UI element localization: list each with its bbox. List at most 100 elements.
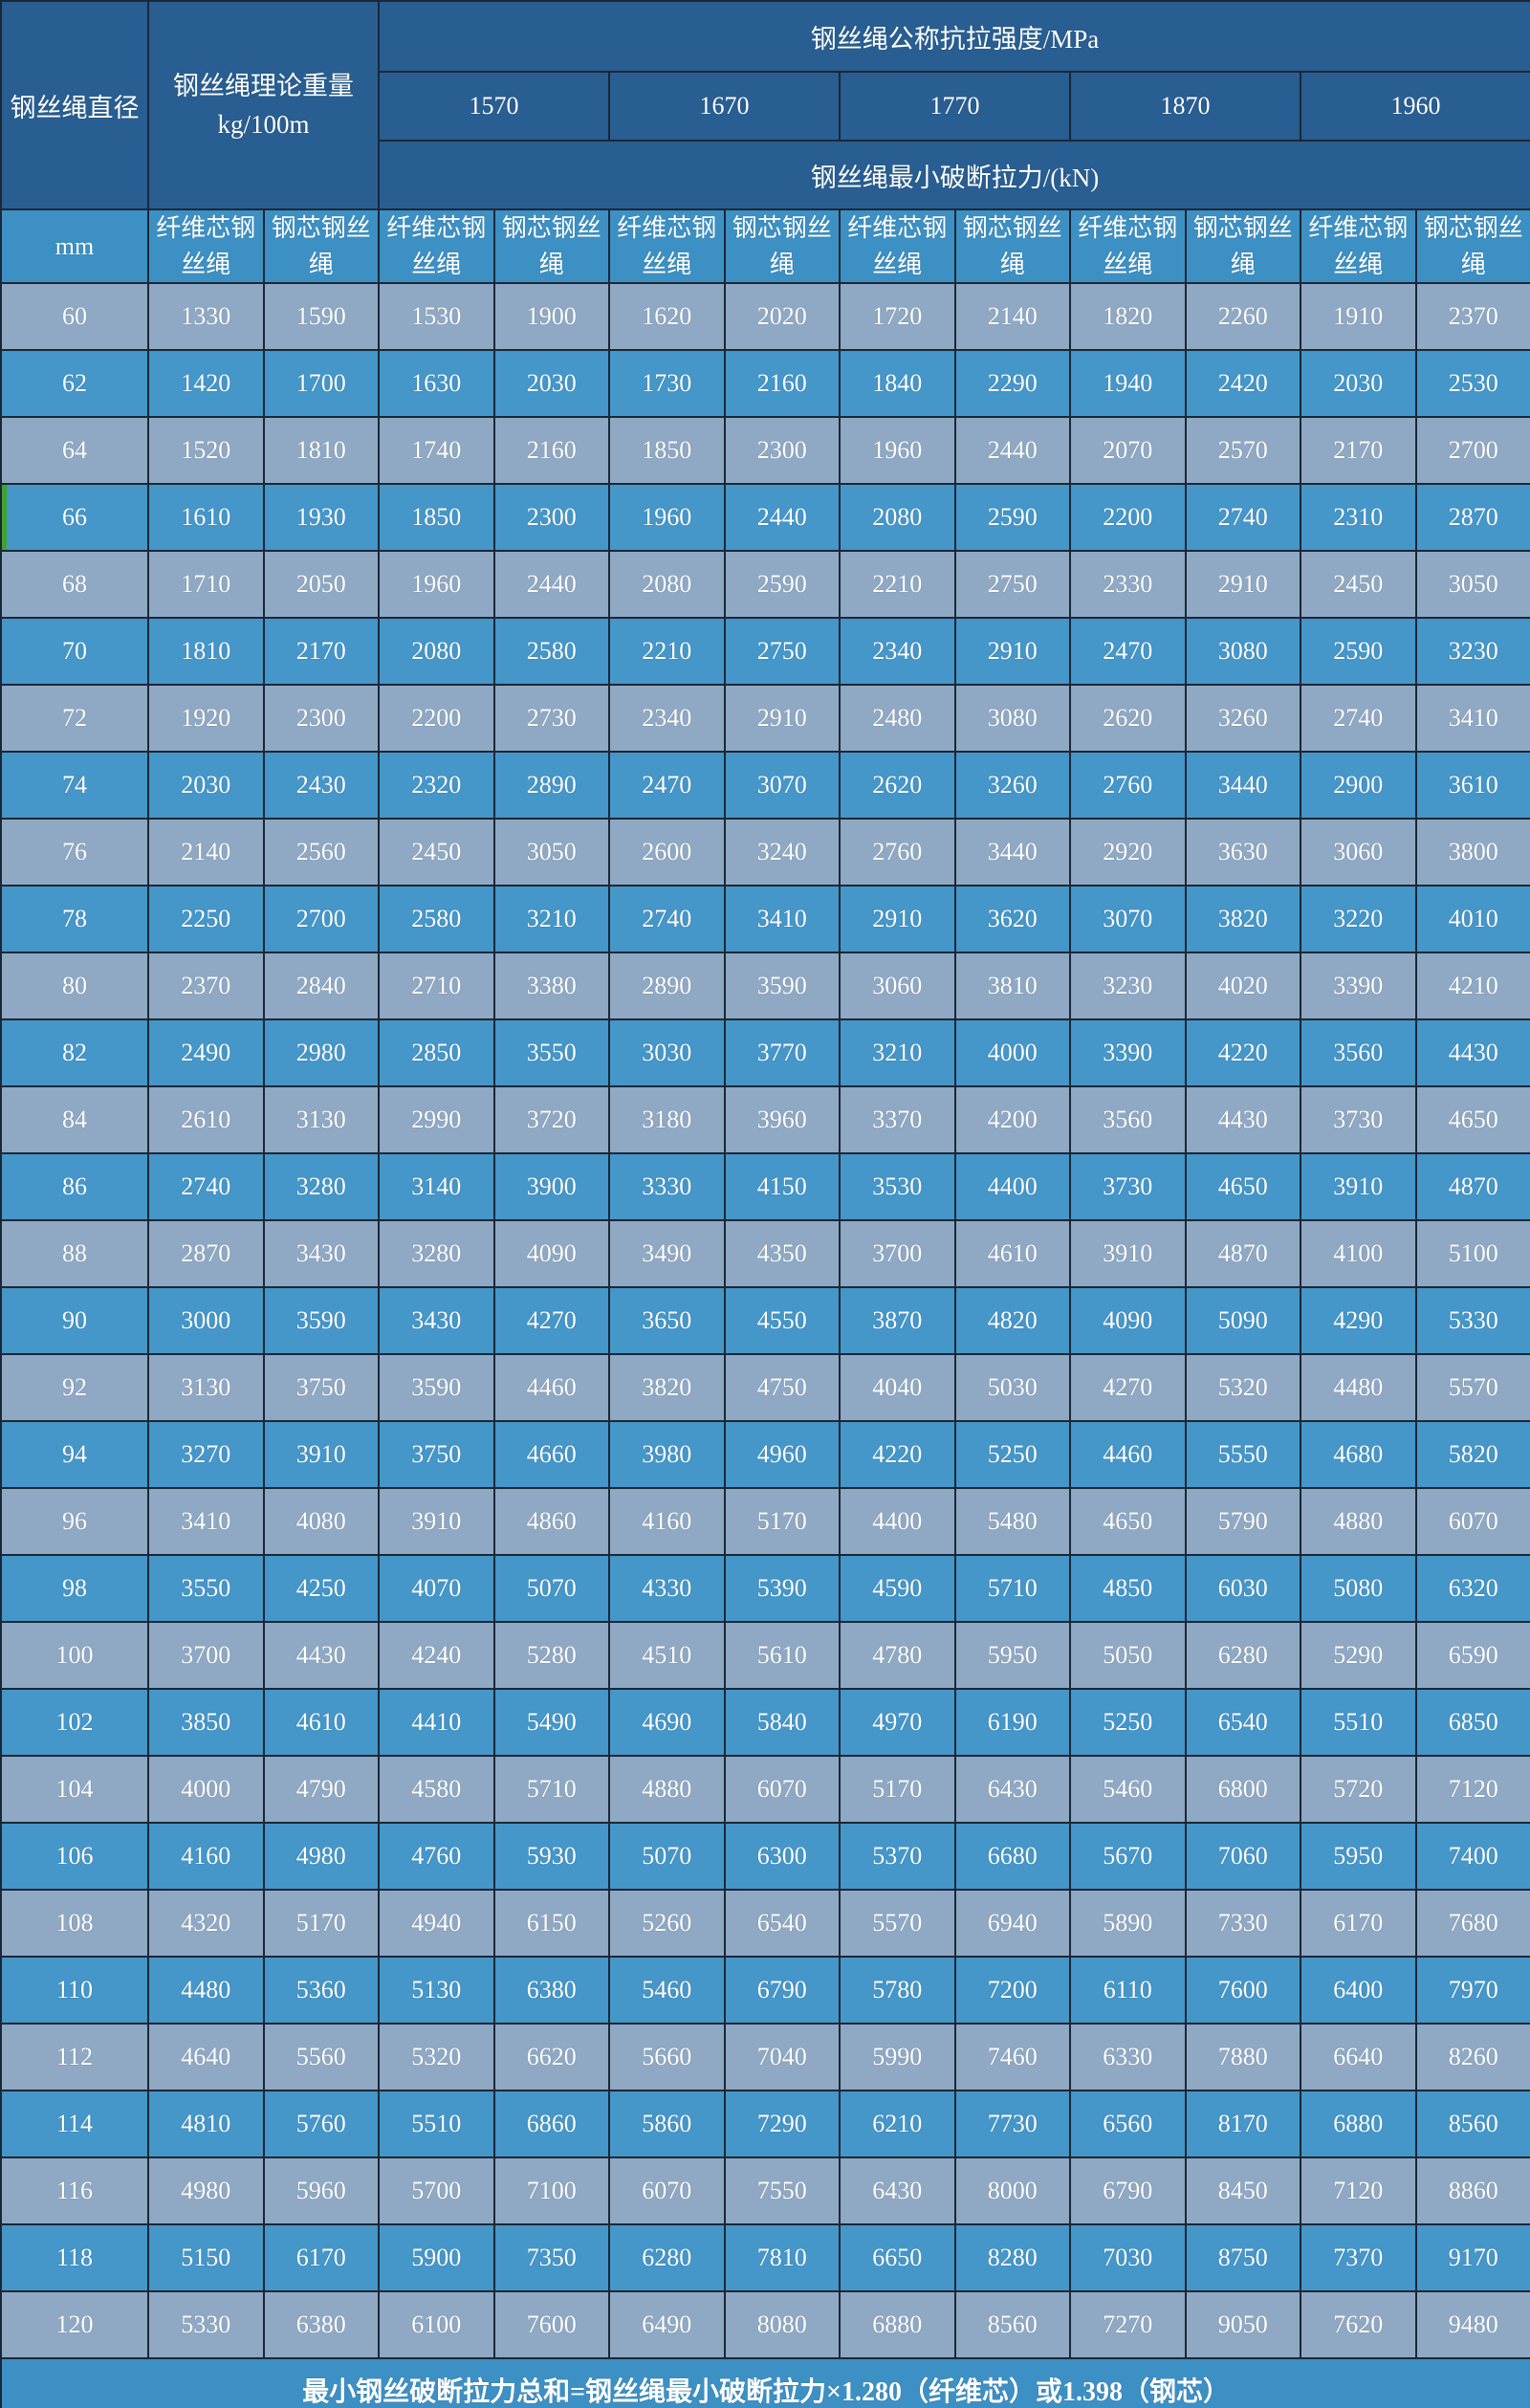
breaking-force-cell: 7040 [723, 2023, 841, 2092]
breaking-force-cell: 5170 [723, 1487, 841, 1557]
breaking-force-cell: 2710 [378, 952, 495, 1021]
breaking-force-cell: 3980 [608, 1420, 726, 1490]
breaking-force-cell: 6850 [1414, 1688, 1530, 1758]
table-body: 60 1330 1590 1530 1900 1620 2020 1720 2140 1820 22… [0, 282, 1530, 2360]
diameter-cell: 104 [0, 1755, 149, 1825]
breaking-force-cell: 7120 [1300, 2156, 1417, 2226]
diameter-cell: 76 [0, 818, 149, 887]
breaking-force-cell: 4980 [147, 2156, 265, 2226]
breaking-force-cell: 3750 [262, 1353, 380, 1423]
breaking-force-cell: 4610 [262, 1688, 380, 1758]
diameter-cell: 96 [0, 1487, 149, 1557]
strength-grade-1570: 1570 [378, 71, 610, 142]
breaking-force-cell: 3490 [608, 1219, 726, 1289]
breaking-force-cell: 5280 [492, 1621, 610, 1691]
breaking-force-cell: 6170 [1300, 1889, 1417, 1959]
breaking-force-cell: 4590 [839, 1554, 956, 1624]
breaking-force-cell: 5290 [1300, 1621, 1417, 1691]
breaking-force-cell: 4400 [953, 1152, 1071, 1222]
breaking-force-cell: 3380 [492, 952, 610, 1021]
breaking-force-cell: 4040 [839, 1353, 956, 1423]
diameter-cell: 70 [0, 617, 149, 687]
steel-core-header: 钢芯钢丝绳 [953, 208, 1071, 285]
breaking-force-cell: 6540 [1184, 1688, 1301, 1758]
breaking-force-cell: 2440 [953, 416, 1071, 486]
breaking-force-cell: 2440 [492, 550, 610, 620]
breaking-force-cell: 8750 [1184, 2223, 1301, 2293]
breaking-force-cell: 4250 [262, 1554, 380, 1624]
table-row: 70 1810 2170 2080 2580 2210 2750 2340 2910 2470 30… [0, 617, 1530, 687]
breaking-force-cell: 4810 [147, 2090, 265, 2159]
breaking-force-cell: 6430 [953, 1755, 1071, 1825]
breaking-force-cell: 3720 [492, 1085, 610, 1155]
breaking-force-cell: 4870 [1414, 1152, 1530, 1222]
breaking-force-cell: 2250 [147, 885, 265, 954]
breaking-force-cell: 5130 [378, 1956, 495, 2025]
breaking-force-cell: 4680 [1300, 1420, 1417, 1490]
breaking-force-cell: 3530 [839, 1152, 956, 1222]
breaking-force-cell: 2590 [953, 483, 1071, 553]
breaking-force-cell: 2840 [262, 952, 380, 1021]
breaking-force-cell: 5460 [1069, 1755, 1187, 1825]
breaking-force-cell: 3280 [378, 1219, 495, 1289]
breaking-force-cell: 2140 [147, 818, 265, 887]
breaking-force-cell: 3550 [147, 1554, 265, 1624]
breaking-force-cell: 3050 [1414, 550, 1530, 620]
breaking-force-cell: 5100 [1414, 1219, 1530, 1289]
breaking-force-cell: 2200 [378, 684, 495, 754]
breaking-force-cell: 9480 [1414, 2290, 1530, 2360]
breaking-force-cell: 2730 [492, 684, 610, 754]
breaking-force-cell: 5150 [147, 2223, 265, 2293]
breaking-force-cell: 3590 [262, 1286, 380, 1356]
breaking-force-cell: 3240 [723, 818, 841, 887]
breaking-force-cell: 3590 [378, 1353, 495, 1423]
breaking-force-cell: 3650 [608, 1286, 726, 1356]
breaking-force-cell: 3910 [378, 1487, 495, 1557]
table-row: 76 2140 2560 2450 3050 2600 3240 2760 3440 2920 36… [0, 818, 1530, 887]
breaking-force-cell: 5660 [608, 2023, 726, 2092]
breaking-force-cell: 6070 [608, 2156, 726, 2226]
fiber-core-header: 纤维芯钢丝绳 [608, 208, 726, 285]
breaking-force-cell: 4220 [839, 1420, 956, 1490]
breaking-force-cell: 4850 [1069, 1554, 1187, 1624]
breaking-force-cell: 3750 [378, 1420, 495, 1490]
breaking-force-cell: 5760 [262, 2090, 380, 2159]
diameter-cell: 100 [0, 1621, 149, 1691]
breaking-force-cell: 1960 [839, 416, 956, 486]
diameter-cell: 64 [0, 416, 149, 486]
breaking-force-cell: 1590 [262, 282, 380, 352]
diameter-cell: 102 [0, 1688, 149, 1758]
breaking-force-cell: 3610 [1414, 751, 1530, 821]
table-row: 88 2870 3430 3280 4090 3490 4350 3700 4610 3910 48… [0, 1219, 1530, 1289]
breaking-force-cell: 2620 [839, 751, 956, 821]
breaking-force-cell: 2700 [1414, 416, 1530, 486]
breaking-force-cell: 1850 [378, 483, 495, 553]
breaking-force-cell: 4150 [723, 1152, 841, 1222]
breaking-force-cell: 4960 [723, 1420, 841, 1490]
steel-core-header: 钢芯钢丝绳 [1184, 208, 1301, 285]
breaking-force-cell: 2870 [147, 1219, 265, 1289]
breaking-force-cell: 2030 [492, 349, 610, 419]
breaking-force-cell: 4640 [147, 2023, 265, 2092]
breaking-force-cell: 2450 [378, 818, 495, 887]
breaking-force-cell: 3620 [953, 885, 1071, 954]
breaking-force-cell: 4510 [608, 1621, 726, 1691]
breaking-force-cell: 4160 [147, 1822, 265, 1892]
breaking-force-cell: 5720 [1300, 1755, 1417, 1825]
breaking-force-cell: 2590 [1300, 617, 1417, 687]
breaking-force-cell: 2030 [1300, 349, 1417, 419]
table-row: 84 2610 3130 2990 3720 3180 3960 3370 4200 3560 44… [0, 1085, 1530, 1155]
breaking-force-cell: 4410 [378, 1688, 495, 1758]
breaking-force-cell: 3060 [1300, 818, 1417, 887]
breaking-force-cell: 5030 [953, 1353, 1071, 1423]
breaking-force-cell: 6560 [1069, 2090, 1187, 2159]
breaking-force-cell: 3060 [839, 952, 956, 1021]
breaking-force-cell: 4090 [1069, 1286, 1187, 1356]
breaking-force-cell: 2260 [1184, 282, 1301, 352]
diameter-cell: 86 [0, 1152, 149, 1222]
breaking-force-cell: 5510 [378, 2090, 495, 2159]
breaking-force-cell: 6400 [1300, 1956, 1417, 2025]
breaking-force-cell: 6790 [1069, 2156, 1187, 2226]
table-row: 102 3850 4610 4410 5490 4690 5840 4970 6190 5250 6… [0, 1688, 1530, 1758]
breaking-force-cell: 6320 [1414, 1554, 1530, 1624]
